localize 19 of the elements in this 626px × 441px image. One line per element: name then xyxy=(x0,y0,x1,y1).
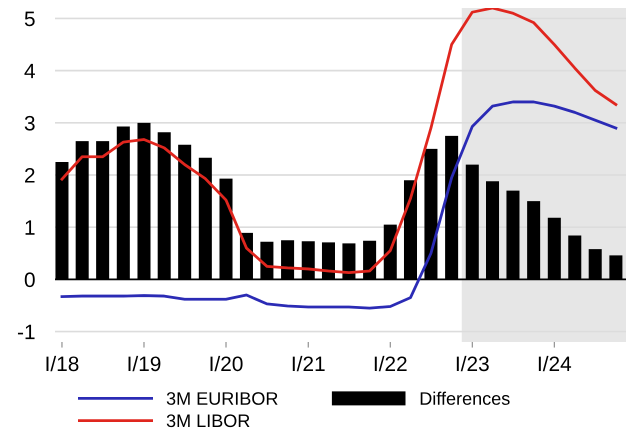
y-tick-label: 4 xyxy=(24,64,35,78)
legend-label: 3M LIBOR xyxy=(166,414,250,428)
y-tick-label: -1 xyxy=(18,324,35,340)
legend-label: 3M EURIBOR xyxy=(166,392,278,405)
y-tick-label: 2 xyxy=(25,168,35,183)
x-tick-label: I/21 xyxy=(292,356,325,372)
x-tick-label: I/20 xyxy=(210,356,243,372)
legend-label: Differences xyxy=(420,392,510,405)
x-tick-label: I/22 xyxy=(374,356,407,372)
x-tick-label: I/18 xyxy=(46,356,78,372)
y-tick-label: 1 xyxy=(26,220,35,235)
x-tick-label: I/24 xyxy=(538,356,572,372)
x-tick-label: I/23 xyxy=(456,356,489,372)
x-tick-label: I/19 xyxy=(128,356,160,372)
line-series xyxy=(60,100,618,310)
y-tick-label: 5 xyxy=(24,12,35,26)
line-series xyxy=(60,8,618,274)
y-tick-label: 0 xyxy=(24,272,35,288)
y-tick-label: 3 xyxy=(24,116,35,131)
